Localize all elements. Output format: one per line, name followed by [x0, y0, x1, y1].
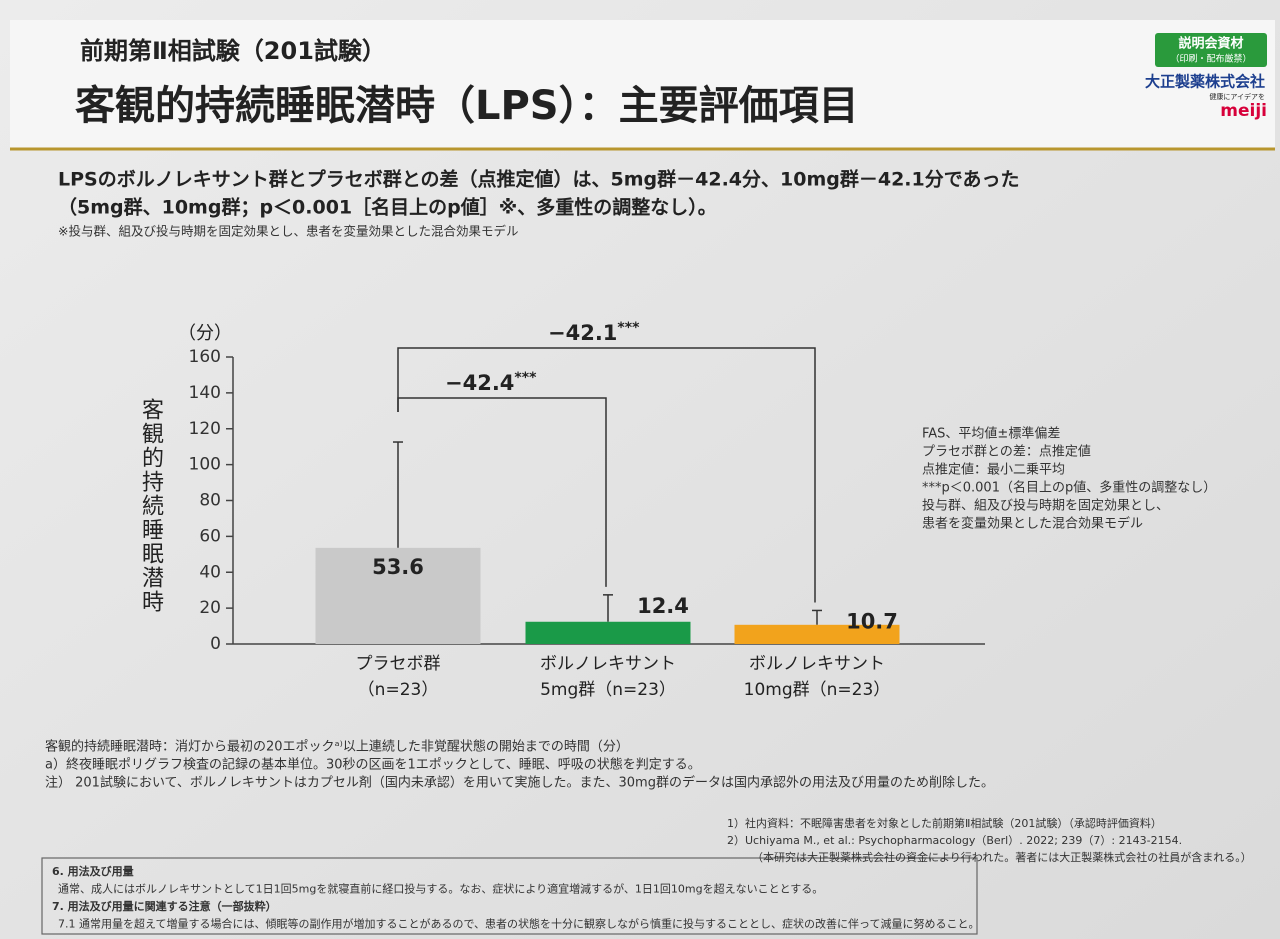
y-unit: （分） — [178, 323, 232, 344]
summary-line: LPSのボルノレキサント群とプラセボ群との差（点推定値）は、5mg群－42.4分… — [58, 168, 1020, 191]
value-label: 10.7 — [846, 609, 898, 633]
logo-company: 大正製薬株式会社 — [1145, 73, 1265, 91]
y-tick-label: 60 — [199, 526, 221, 546]
box-text: 7. 用法及び用量に関連する注意（一部抜粋） — [52, 899, 277, 913]
comparison-stars: *** — [514, 370, 537, 386]
comparison-label: −42.1*** — [548, 320, 640, 345]
y-tick-label: 100 — [189, 455, 221, 475]
x-tick-label: ボルノレキサント — [749, 654, 885, 674]
bar — [734, 624, 900, 644]
y-tick-label: 40 — [199, 562, 221, 582]
y-axis-label: 客観的持続睡眠潜時 — [138, 398, 164, 614]
summary-note: ※投与群、組及び投与時期を固定効果とし、患者を変量効果とした混合効果モデル — [58, 224, 518, 239]
x-tick-label: 5mg群（n=23） — [540, 680, 676, 700]
summary-line: （5mg群、10mg群；p＜0.001［名目上のp値］※、多重性の調整なし）。 — [58, 196, 717, 219]
y-tick-label: 80 — [199, 491, 221, 511]
x-tick-label: ボルノレキサント — [540, 654, 676, 674]
x-tick-label: プラセボ群 — [356, 654, 441, 674]
x-tick-label: 10mg群（n=23） — [744, 680, 891, 700]
y-tick-label: 120 — [189, 419, 221, 439]
badge-sub: （印刷・配布厳禁） — [1170, 53, 1251, 65]
badge — [1155, 33, 1267, 67]
comparison-value: −42.1 — [548, 321, 617, 345]
footnote: a）終夜睡眠ポリグラフ検査の記録の基本単位。30秒の区画を1エポックとして、睡眠… — [45, 757, 701, 773]
chart-note: 患者を変量効果とした混合効果モデル — [922, 516, 1143, 532]
header-band — [10, 20, 1275, 148]
info-box — [41, 857, 978, 935]
y-tick-label: 160 — [189, 347, 221, 367]
comparison-value: −42.4 — [445, 371, 514, 395]
bar — [525, 621, 691, 644]
comparison-label: −42.4*** — [445, 370, 537, 395]
badge-text: 説明会資材 — [1178, 36, 1243, 52]
chart: （分） 客観的持続睡眠潜時 0 20 40 60 80 100 120 140 160 53.6 プラセ… — [138, 320, 985, 700]
chart-note: 投与群、組及び投与時期を固定効果とし、 — [922, 498, 1169, 514]
logo-meiji: meiji — [1220, 101, 1267, 121]
bar — [315, 547, 481, 644]
y-tick-label: 140 — [189, 383, 221, 403]
value-label: 53.6 — [372, 555, 424, 579]
chart-note: ***p＜0.001（名目上のp値、多重性の調整なし） — [922, 480, 1216, 496]
reference: 2）Uchiyama M., et al.: Psychopharmacolog… — [727, 834, 1182, 847]
subtitle: 前期第Ⅱ相試験（201試験） — [80, 37, 386, 65]
footnote: 注） 201試験において、ボルノレキサントはカプセル剤（国内未承認）を用いて実施… — [45, 775, 994, 791]
chart-note: プラセボ群との差：点推定値 — [922, 444, 1091, 460]
box-text: 通常、成人にはボルノレキサントとして1日1回5mgを就寝直前に経口投与する。なお… — [58, 882, 823, 896]
reference: （本研究は大正製薬株式会社の資金により行われた。著者には大正製薬株式会社の社員が… — [752, 850, 1252, 864]
box-text: 6. 用法及び用量 — [52, 864, 134, 878]
comparison-stars: *** — [617, 320, 640, 336]
title: 客観的持続睡眠潜時（LPS）：主要評価項目 — [75, 83, 859, 129]
y-tick-label: 0 — [210, 634, 221, 654]
logo-tagline: 健康にアイデアを — [1209, 92, 1265, 101]
reference: 1）社内資料：不眠障害患者を対象とした前期第Ⅱ相試験（201試験）（承認時評価資… — [727, 816, 1162, 830]
comparison-bracket — [397, 347, 816, 603]
value-label: 12.4 — [637, 594, 689, 618]
x-tick-label: （n=23） — [358, 680, 439, 700]
footnote: 客観的持続睡眠潜時：消灯から最初の20エポックᵃ⁾以上連続した非覚醒状態の開始ま… — [45, 739, 629, 755]
y-tick-label: 20 — [199, 598, 221, 618]
chart-note: 点推定値：最小二乗平均 — [922, 462, 1065, 478]
box-text: 7.1 通常用量を超えて増量する場合には、傾眠等の副作用が増加することがあるので… — [58, 917, 979, 931]
chart-note: FAS、平均値±標準偏差 — [922, 426, 1060, 442]
